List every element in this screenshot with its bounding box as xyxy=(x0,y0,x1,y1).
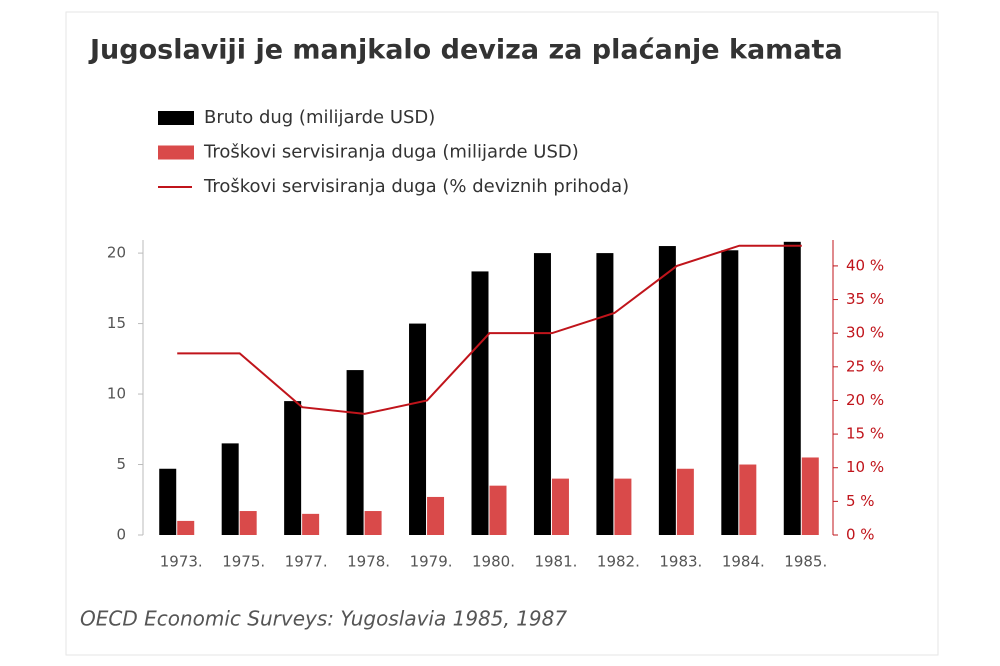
x-tick-label: 1979. xyxy=(410,553,453,571)
legend-label: Troškovi servisiranja duga (milijarde US… xyxy=(203,142,579,163)
x-tick-label: 1981. xyxy=(534,553,577,571)
y2-tick-label: 25 % xyxy=(846,357,884,375)
bar xyxy=(221,443,239,535)
x-tick-label: 1982. xyxy=(597,553,640,571)
bar xyxy=(409,323,427,535)
bar xyxy=(596,253,614,535)
x-tick-label: 1980. xyxy=(472,553,515,571)
x-tick-label: 1977. xyxy=(285,553,328,571)
y2-tick-label: 5 % xyxy=(846,492,875,510)
y-tick-label: 20 xyxy=(107,244,126,262)
y2-tick-label: 15 % xyxy=(846,425,884,443)
y2-tick-label: 40 % xyxy=(846,256,884,274)
x-tick-label: 1985. xyxy=(784,553,827,571)
chart-title: Jugoslaviji je manjkalo deviza za plaćan… xyxy=(88,35,843,66)
x-tick-label: 1978. xyxy=(347,553,390,571)
bar xyxy=(159,468,177,535)
x-tick-label: 1983. xyxy=(659,553,702,571)
x-tick-label: 1975. xyxy=(222,553,265,571)
bar xyxy=(676,468,694,535)
y-tick-label: 0 xyxy=(116,526,126,544)
y-tick-label: 5 xyxy=(116,455,126,473)
bar xyxy=(801,457,819,535)
bar xyxy=(739,464,757,535)
bar xyxy=(614,478,632,535)
bar xyxy=(239,511,257,535)
bar xyxy=(177,520,195,535)
y2-tick-label: 35 % xyxy=(846,290,884,308)
bar xyxy=(783,241,801,536)
bar xyxy=(302,513,320,535)
y2-tick-label: 20 % xyxy=(846,391,884,409)
y-tick-label: 10 xyxy=(107,385,126,403)
bar xyxy=(471,271,489,535)
bar xyxy=(427,496,445,535)
x-tick-label: 1973. xyxy=(160,553,203,571)
bar xyxy=(658,246,676,536)
bar xyxy=(533,253,551,535)
legend-label: Troškovi servisiranja duga (% deviznih p… xyxy=(203,176,629,197)
legend-swatch xyxy=(158,111,194,125)
bar xyxy=(284,401,302,535)
y2-tick-label: 30 % xyxy=(846,324,884,342)
bar xyxy=(346,370,364,535)
source: OECD Economic Surveys: Yugoslavia 1985, … xyxy=(80,607,567,631)
legend-swatch xyxy=(158,145,194,160)
y-tick-label: 15 xyxy=(107,314,126,332)
bar xyxy=(489,485,507,535)
x-tick-label: 1984. xyxy=(722,553,765,571)
bar xyxy=(551,478,569,535)
legend-label: Bruto dug (milijarde USD) xyxy=(204,107,435,128)
line xyxy=(177,244,802,415)
y2-tick-label: 10 % xyxy=(846,458,884,476)
bar xyxy=(364,511,382,535)
y2-tick-label: 0 % xyxy=(846,526,875,544)
bar xyxy=(721,250,739,535)
